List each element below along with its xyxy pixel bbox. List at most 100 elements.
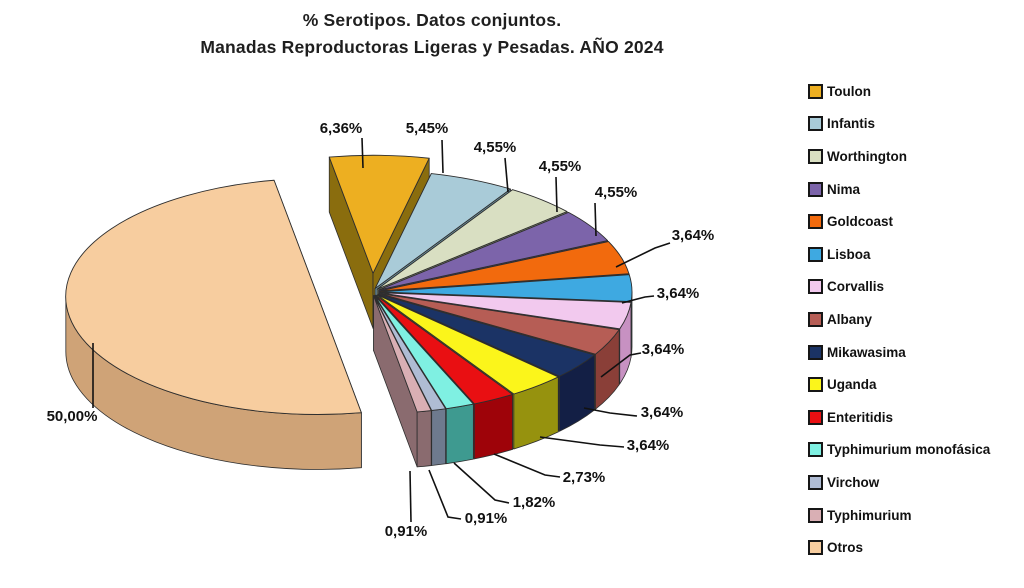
percent-label-toulon: 6,36% bbox=[320, 120, 363, 137]
legend-swatch-worthington bbox=[808, 148, 823, 164]
legend-item-enteritidis: Enteritidis bbox=[808, 401, 1020, 434]
percent-label-typhimurium-monof-sica: 1,82% bbox=[513, 494, 556, 511]
label-leader-albany bbox=[600, 352, 642, 378]
legend-label-mikawasima: Mikawasima bbox=[827, 344, 906, 360]
legend-item-lisboa: Lisboa bbox=[808, 238, 1020, 271]
percent-label-worthington: 4,55% bbox=[474, 139, 517, 156]
legend-label-enteritidis: Enteritidis bbox=[827, 409, 894, 425]
pie-slice-infantis bbox=[374, 173, 511, 289]
label-leader-lisboa bbox=[615, 242, 671, 268]
pie-slice-goldcoast bbox=[379, 241, 630, 292]
chart-title-line1: % Serotipos. Datos conjuntos. bbox=[302, 10, 562, 30]
label-leader-worthington bbox=[504, 157, 509, 193]
percent-label-nima: 4,55% bbox=[539, 158, 582, 175]
label-leader-virchow bbox=[428, 469, 462, 520]
legend-swatch-corvallis bbox=[808, 279, 823, 295]
percent-label-enteritidis: 2,73% bbox=[563, 469, 606, 486]
label-leader-infantis bbox=[441, 139, 444, 174]
legend-label-virchow: Virchow bbox=[827, 474, 880, 490]
legend-label-goldcoast: Goldcoast bbox=[827, 214, 894, 230]
legend-label-typhimurium: Typhimurium bbox=[827, 507, 912, 523]
legend-item-virchow: Virchow bbox=[808, 466, 1020, 499]
legend: Toulon Infantis Worthington Nima Goldcoast Li… bbox=[808, 75, 1020, 564]
legend-label-albany: Albany bbox=[827, 311, 873, 327]
legend-swatch-otros bbox=[808, 540, 823, 556]
legend-item-worthington: Worthington bbox=[808, 140, 1020, 173]
legend-item-nima: Nima bbox=[808, 173, 1020, 206]
legend-swatch-virchow bbox=[808, 474, 823, 490]
pie-slice-rim-virchow bbox=[431, 408, 447, 466]
pie-labels: 6,36% 5,45% 4,55% 4,55% 4,55% 3,64% 3,64% 3,64%… bbox=[47, 120, 715, 540]
pie-slice-uganda bbox=[376, 294, 559, 395]
pie-slice-worthington bbox=[376, 189, 568, 290]
legend-item-otros: Otros bbox=[808, 531, 1020, 564]
legend-item-typhimurium-monof-sica: Typhimurium monofásica bbox=[808, 434, 1020, 467]
label-leader-enteritidis bbox=[493, 453, 561, 478]
legend-item-mikawasima: Mikawasima bbox=[808, 336, 1020, 369]
legend-swatch-toulon bbox=[808, 83, 823, 99]
percent-label-albany: 3,64% bbox=[642, 341, 685, 358]
legend-swatch-typhimurium bbox=[808, 507, 823, 523]
legend-label-lisboa: Lisboa bbox=[827, 246, 871, 262]
pie-slice-enteritidis bbox=[375, 294, 513, 405]
pie-slice-lisboa bbox=[379, 274, 633, 303]
pie-slice-toulon bbox=[328, 154, 430, 274]
chart-title: % Serotipos. Datos conjuntos. Manadas Re… bbox=[0, 7, 864, 61]
label-leader-corvallis bbox=[621, 295, 655, 304]
legend-label-infantis: Infantis bbox=[827, 116, 876, 132]
legend-item-goldcoast: Goldcoast bbox=[808, 205, 1020, 238]
chart-title-line2: Manadas Reproductoras Ligeras y Pesadas.… bbox=[200, 37, 664, 57]
pie-slice-corvallis bbox=[379, 292, 632, 330]
pie-slice-mikawasima bbox=[377, 293, 595, 377]
percent-label-corvallis: 3,64% bbox=[657, 285, 700, 302]
legend-item-corvallis: Corvallis bbox=[808, 271, 1020, 304]
pie-slice-rim-typhimurium-monof-sica bbox=[445, 403, 474, 465]
percent-label-virchow: 0,91% bbox=[465, 510, 508, 527]
label-leader-toulon bbox=[361, 137, 364, 169]
legend-swatch-enteritidis bbox=[808, 409, 823, 425]
legend-swatch-typhimurium-monof-sica bbox=[808, 442, 823, 458]
pie-slice-rim-typhimurium bbox=[416, 410, 432, 468]
legend-label-worthington: Worthington bbox=[827, 148, 907, 164]
legend-label-corvallis: Corvallis bbox=[827, 279, 885, 295]
pie-slice-albany bbox=[378, 293, 620, 355]
pie-slice-typhimurium-monof-sica bbox=[374, 295, 474, 410]
percent-label-uganda: 3,64% bbox=[627, 437, 670, 454]
pie-slice-virchow bbox=[373, 295, 447, 411]
label-leader-nima bbox=[555, 176, 558, 213]
percent-label-lisboa: 3,64% bbox=[672, 227, 715, 244]
legend-item-typhimurium: Typhimurium bbox=[808, 499, 1020, 532]
legend-swatch-uganda bbox=[808, 377, 823, 393]
legend-swatch-mikawasima bbox=[808, 344, 823, 360]
pie-slice-nima bbox=[378, 211, 609, 291]
percent-label-otros: 50,00% bbox=[47, 408, 98, 425]
percent-label-infantis: 5,45% bbox=[406, 120, 449, 137]
label-leader-goldcoast bbox=[594, 202, 597, 237]
label-leader-uganda bbox=[539, 436, 625, 448]
legend-swatch-infantis bbox=[808, 116, 823, 132]
pie-slice-rim-enteritidis bbox=[474, 394, 513, 460]
legend-label-toulon: Toulon bbox=[827, 83, 871, 99]
pie-slice-otros bbox=[65, 179, 362, 415]
legend-item-albany: Albany bbox=[808, 303, 1020, 336]
percent-label-goldcoast: 4,55% bbox=[595, 184, 638, 201]
label-leader-typhimurium bbox=[409, 470, 412, 523]
legend-label-typhimurium-monof-sica: Typhimurium monofásica bbox=[827, 442, 991, 458]
legend-swatch-lisboa bbox=[808, 246, 823, 262]
legend-swatch-goldcoast bbox=[808, 214, 823, 230]
legend-label-uganda: Uganda bbox=[827, 377, 877, 393]
legend-label-nima: Nima bbox=[827, 181, 861, 197]
percent-label-mikawasima: 3,64% bbox=[641, 404, 684, 421]
legend-label-otros: Otros bbox=[827, 540, 864, 556]
legend-item-toulon: Toulon bbox=[808, 75, 1020, 108]
legend-item-infantis: Infantis bbox=[808, 108, 1020, 141]
legend-swatch-nima bbox=[808, 181, 823, 197]
pie-top-faces bbox=[65, 154, 633, 415]
percent-label-typhimurium: 0,91% bbox=[385, 523, 428, 540]
legend-swatch-albany bbox=[808, 311, 823, 327]
label-leader-typhimurium-monof-sica bbox=[453, 462, 510, 504]
pie-slice-typhimurium bbox=[373, 295, 432, 413]
label-leader-mikawasima bbox=[583, 407, 638, 417]
